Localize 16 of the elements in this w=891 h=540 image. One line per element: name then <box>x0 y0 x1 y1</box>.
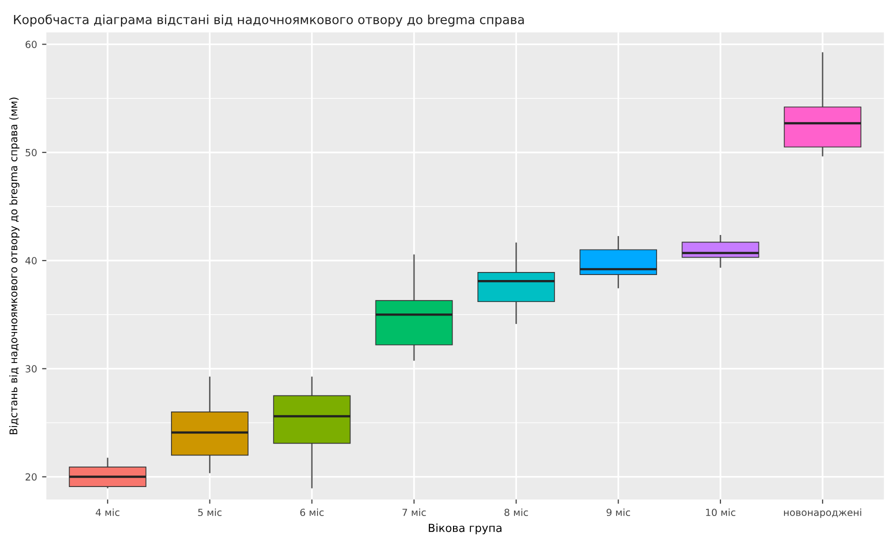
y-tick-label: 50 <box>26 148 37 156</box>
y-tick-label: 40 <box>25 257 37 264</box>
x-tick-label: 5 міс <box>198 508 222 516</box>
y-tick-label: 20 <box>26 473 37 481</box>
x-tick-label: 6 міс <box>300 508 324 516</box>
y-axis-title: Відстань від надочноямкового отвору до bregma справа (мм) <box>9 98 20 434</box>
x-tick-label: новонароджені <box>784 508 862 518</box>
y-tick-label: 30 <box>26 365 37 372</box>
x-axis-title: Вікова група <box>428 523 502 534</box>
x-tick-label: 8 міс <box>504 508 528 516</box>
x-tick-label: 4 міс <box>96 508 120 516</box>
y-tick-label: 60 <box>26 40 37 48</box>
x-tick-label: 9 міс <box>606 508 630 516</box>
chart-title: Коробчаста діаграма відстані від надочноямкового отвору до bregma справа <box>14 14 524 27</box>
x-tick-label: 10 міс <box>706 508 736 516</box>
x-tick-label: 7 міс <box>402 508 426 516</box>
